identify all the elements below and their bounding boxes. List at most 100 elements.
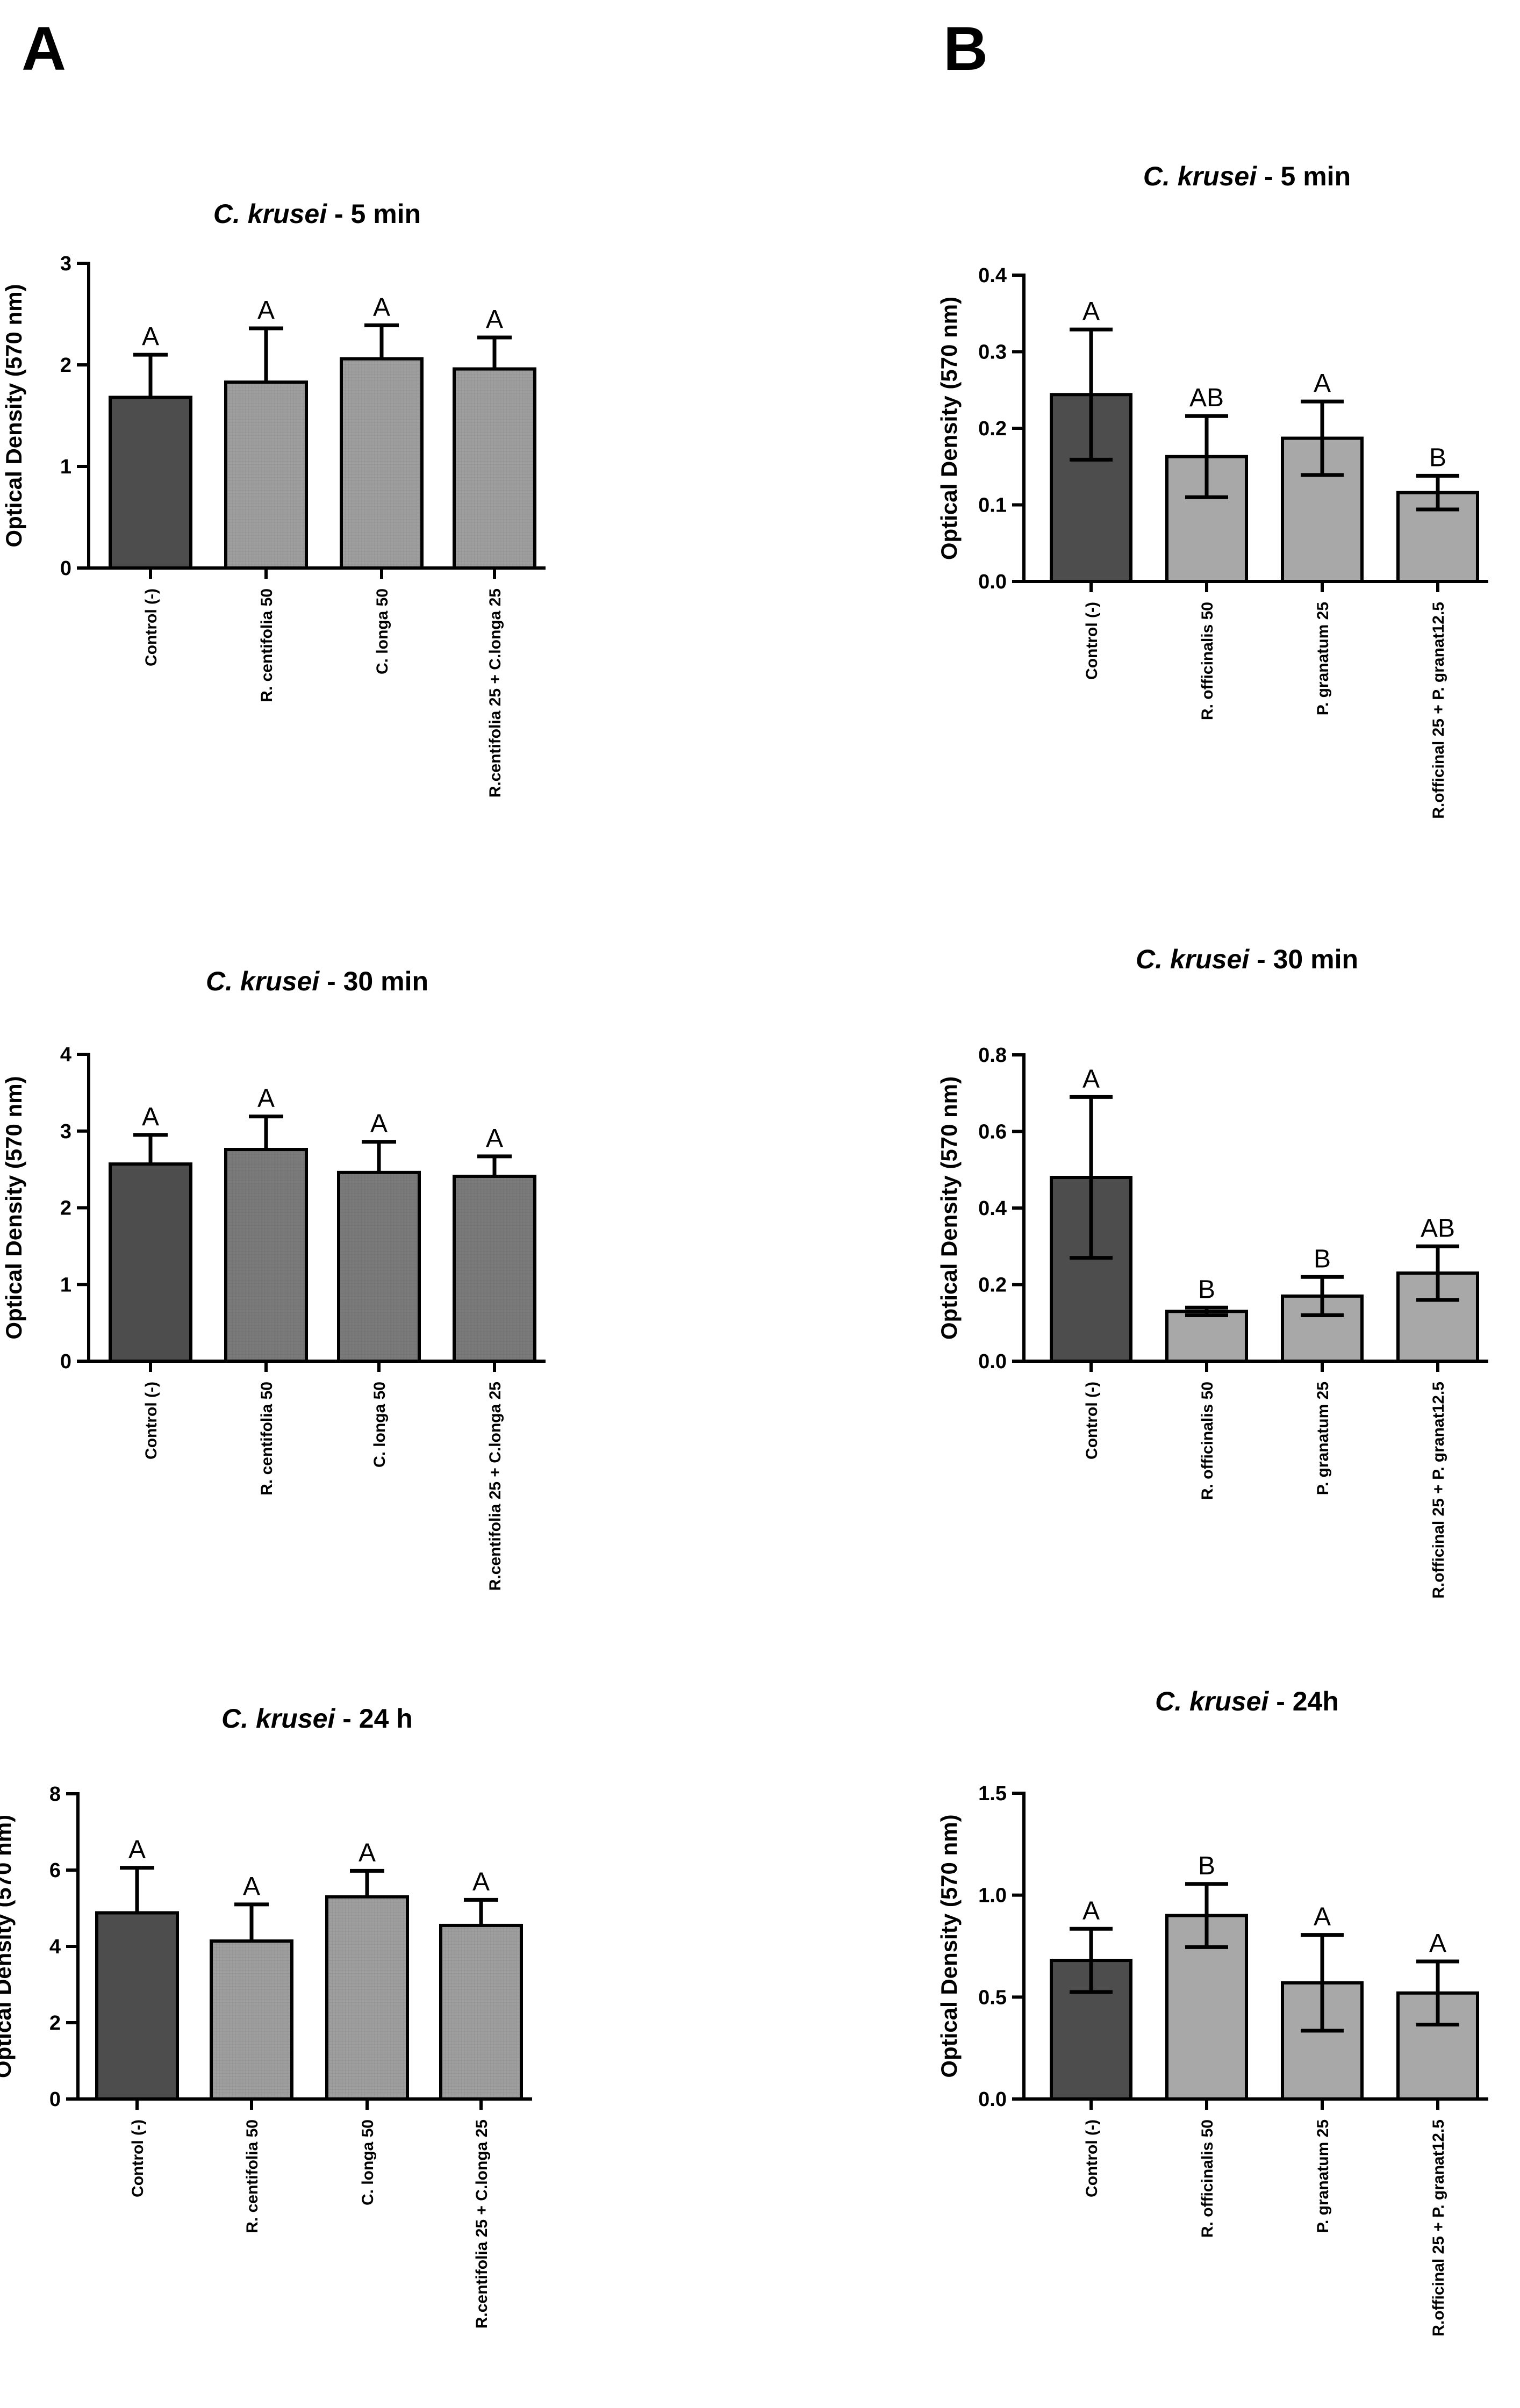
y-tick-label: 3 — [60, 1120, 71, 1143]
chart-title: C. krusei - 5 min — [213, 199, 421, 229]
significance-letter: A — [373, 293, 390, 321]
y-tick-label: 6 — [49, 1859, 61, 1882]
error-bar — [1301, 1933, 1344, 2033]
bar-texture — [343, 360, 420, 566]
chart-title-species: C. krusei — [221, 1703, 335, 1734]
x-tick-label: P. granatum 25 — [1314, 1382, 1332, 1495]
error-bar — [477, 335, 512, 369]
error-bar — [249, 1115, 283, 1150]
chart-title-species: C. krusei — [1155, 1686, 1269, 1716]
x-tick-label: R. centifolia 50 — [258, 588, 276, 702]
x-tick-label: Control (-) — [142, 588, 160, 666]
chart-b3: C. krusei - 24h Optical Density (570 nm) A… — [936, 1686, 1488, 2337]
y-tick-label: 0 — [49, 2088, 61, 2111]
chart-title-species: C. krusei — [1143, 161, 1257, 191]
y-axis-label: Optical Density (570 nm) — [936, 1814, 962, 2078]
significance-letter: A — [142, 1103, 159, 1131]
chart-title-suffix: - 24 h — [335, 1703, 412, 1734]
error-bar — [1416, 1959, 1459, 2027]
y-tick-label: 1 — [60, 456, 71, 478]
bar-texture — [456, 1177, 533, 1360]
bar-texture — [328, 1898, 406, 2097]
significance-letter: A — [1082, 1065, 1100, 1093]
significance-letter: A — [486, 1124, 503, 1153]
error-bar — [1416, 473, 1459, 512]
significance-letter: A — [1429, 1929, 1446, 1958]
y-tick-label: 0.2 — [978, 1274, 1007, 1297]
error-bar — [1416, 1244, 1459, 1302]
x-tick-label: Control (-) — [1083, 1382, 1101, 1460]
y-axis-label: Optical Density (570 nm) — [936, 1076, 962, 1340]
chart-title-species: C. krusei — [206, 966, 320, 996]
y-tick-label: 0.2 — [978, 418, 1007, 440]
x-tick-label: Control (-) — [1083, 2119, 1101, 2197]
significance-letter: A — [486, 305, 503, 334]
significance-letter: A — [257, 1084, 275, 1113]
charts-container: C. krusei - 5 min Optical Density (570 nm… — [0, 161, 1488, 2337]
x-tick-label: Control (-) — [1083, 602, 1101, 680]
x-tick-label: P. granatum 25 — [1314, 602, 1332, 715]
x-tick-label: Control (-) — [142, 1382, 160, 1460]
error-bar — [1301, 399, 1344, 477]
y-tick-label: 1 — [60, 1274, 71, 1296]
chart-title-suffix: - 5 min — [327, 199, 421, 229]
chart-a2: C. krusei - 30 min Optical Density (570 n… — [1, 966, 546, 1591]
bar-texture — [227, 1151, 305, 1360]
y-tick-label: 2 — [60, 354, 71, 377]
y-axis-label: Optical Density (570 nm) — [1, 284, 26, 547]
panel-label-a: A — [21, 15, 66, 83]
significance-letter: AB — [1421, 1214, 1455, 1242]
chart-title-suffix: - 30 min — [319, 966, 428, 996]
significance-letter: A — [1314, 1903, 1331, 1931]
significance-letter: A — [142, 322, 159, 351]
significance-letter: B — [1198, 1852, 1215, 1880]
y-tick-label: 0.4 — [978, 264, 1007, 287]
significance-letter: A — [243, 1872, 260, 1901]
y-tick-label: 0.0 — [978, 2088, 1007, 2111]
significance-letter: B — [1198, 1275, 1215, 1304]
error-bar — [234, 1902, 269, 1942]
bar-texture — [227, 384, 305, 566]
x-tick-label: R. centifolia 50 — [258, 1382, 276, 1496]
y-tick-label: 2 — [60, 1197, 71, 1220]
significance-letter: AB — [1189, 384, 1224, 412]
bar-texture — [456, 370, 533, 566]
error-bar — [1185, 1305, 1228, 1317]
bar — [109, 396, 192, 570]
x-tick-label: R. officinalis 50 — [1199, 2119, 1216, 2238]
y-tick-label: 1.0 — [978, 1885, 1007, 1907]
y-axis-label: Optical Density (570 nm) — [0, 1815, 16, 2078]
significance-letter: A — [359, 1838, 376, 1867]
chart-a1: C. krusei - 5 min Optical Density (570 nm… — [1, 199, 546, 797]
y-axis-label: Optical Density (570 nm) — [1, 1076, 26, 1339]
bar — [109, 1162, 192, 1363]
y-tick-label: 4 — [60, 1044, 71, 1066]
chart-title-species: C. krusei — [1136, 944, 1250, 974]
x-tick-label: C. longa 50 — [359, 2119, 377, 2205]
y-tick-label: 0.5 — [978, 1986, 1007, 2009]
y-tick-label: 3 — [60, 253, 71, 275]
y-tick-label: 0.4 — [978, 1197, 1007, 1220]
error-bar — [133, 1133, 168, 1165]
x-tick-label: P. granatum 25 — [1314, 2119, 1332, 2233]
x-tick-label: C. longa 50 — [371, 1382, 389, 1468]
error-bar — [1070, 1095, 1113, 1260]
chart-a3: C. krusei - 24 h Optical Density (570 nm)… — [0, 1703, 532, 2328]
x-tick-label: R. officinalis 50 — [1199, 1382, 1216, 1500]
significance-letter: A — [472, 1867, 490, 1896]
chart-title: C. krusei - 30 min — [1136, 944, 1358, 974]
bar-texture — [442, 1927, 520, 2097]
x-tick-label: R.officinal 25 + P. granat12.5 — [1430, 602, 1447, 819]
error-bar — [120, 1866, 154, 1913]
chart-title-suffix: - 24h — [1268, 1686, 1339, 1716]
error-bar — [1185, 1882, 1228, 1949]
chart-b2: C. krusei - 30 min Optical Density (570 n… — [936, 944, 1488, 1599]
y-tick-label: 0.3 — [978, 341, 1007, 364]
y-tick-label: 0.0 — [978, 571, 1007, 593]
x-tick-label: R. officinalis 50 — [1199, 602, 1216, 720]
x-tick-label: R.officinal 25 + P. granat12.5 — [1430, 2119, 1447, 2337]
bar-texture — [213, 1943, 290, 2097]
significance-letter: B — [1429, 443, 1446, 472]
significance-letter: A — [1082, 1896, 1100, 1925]
